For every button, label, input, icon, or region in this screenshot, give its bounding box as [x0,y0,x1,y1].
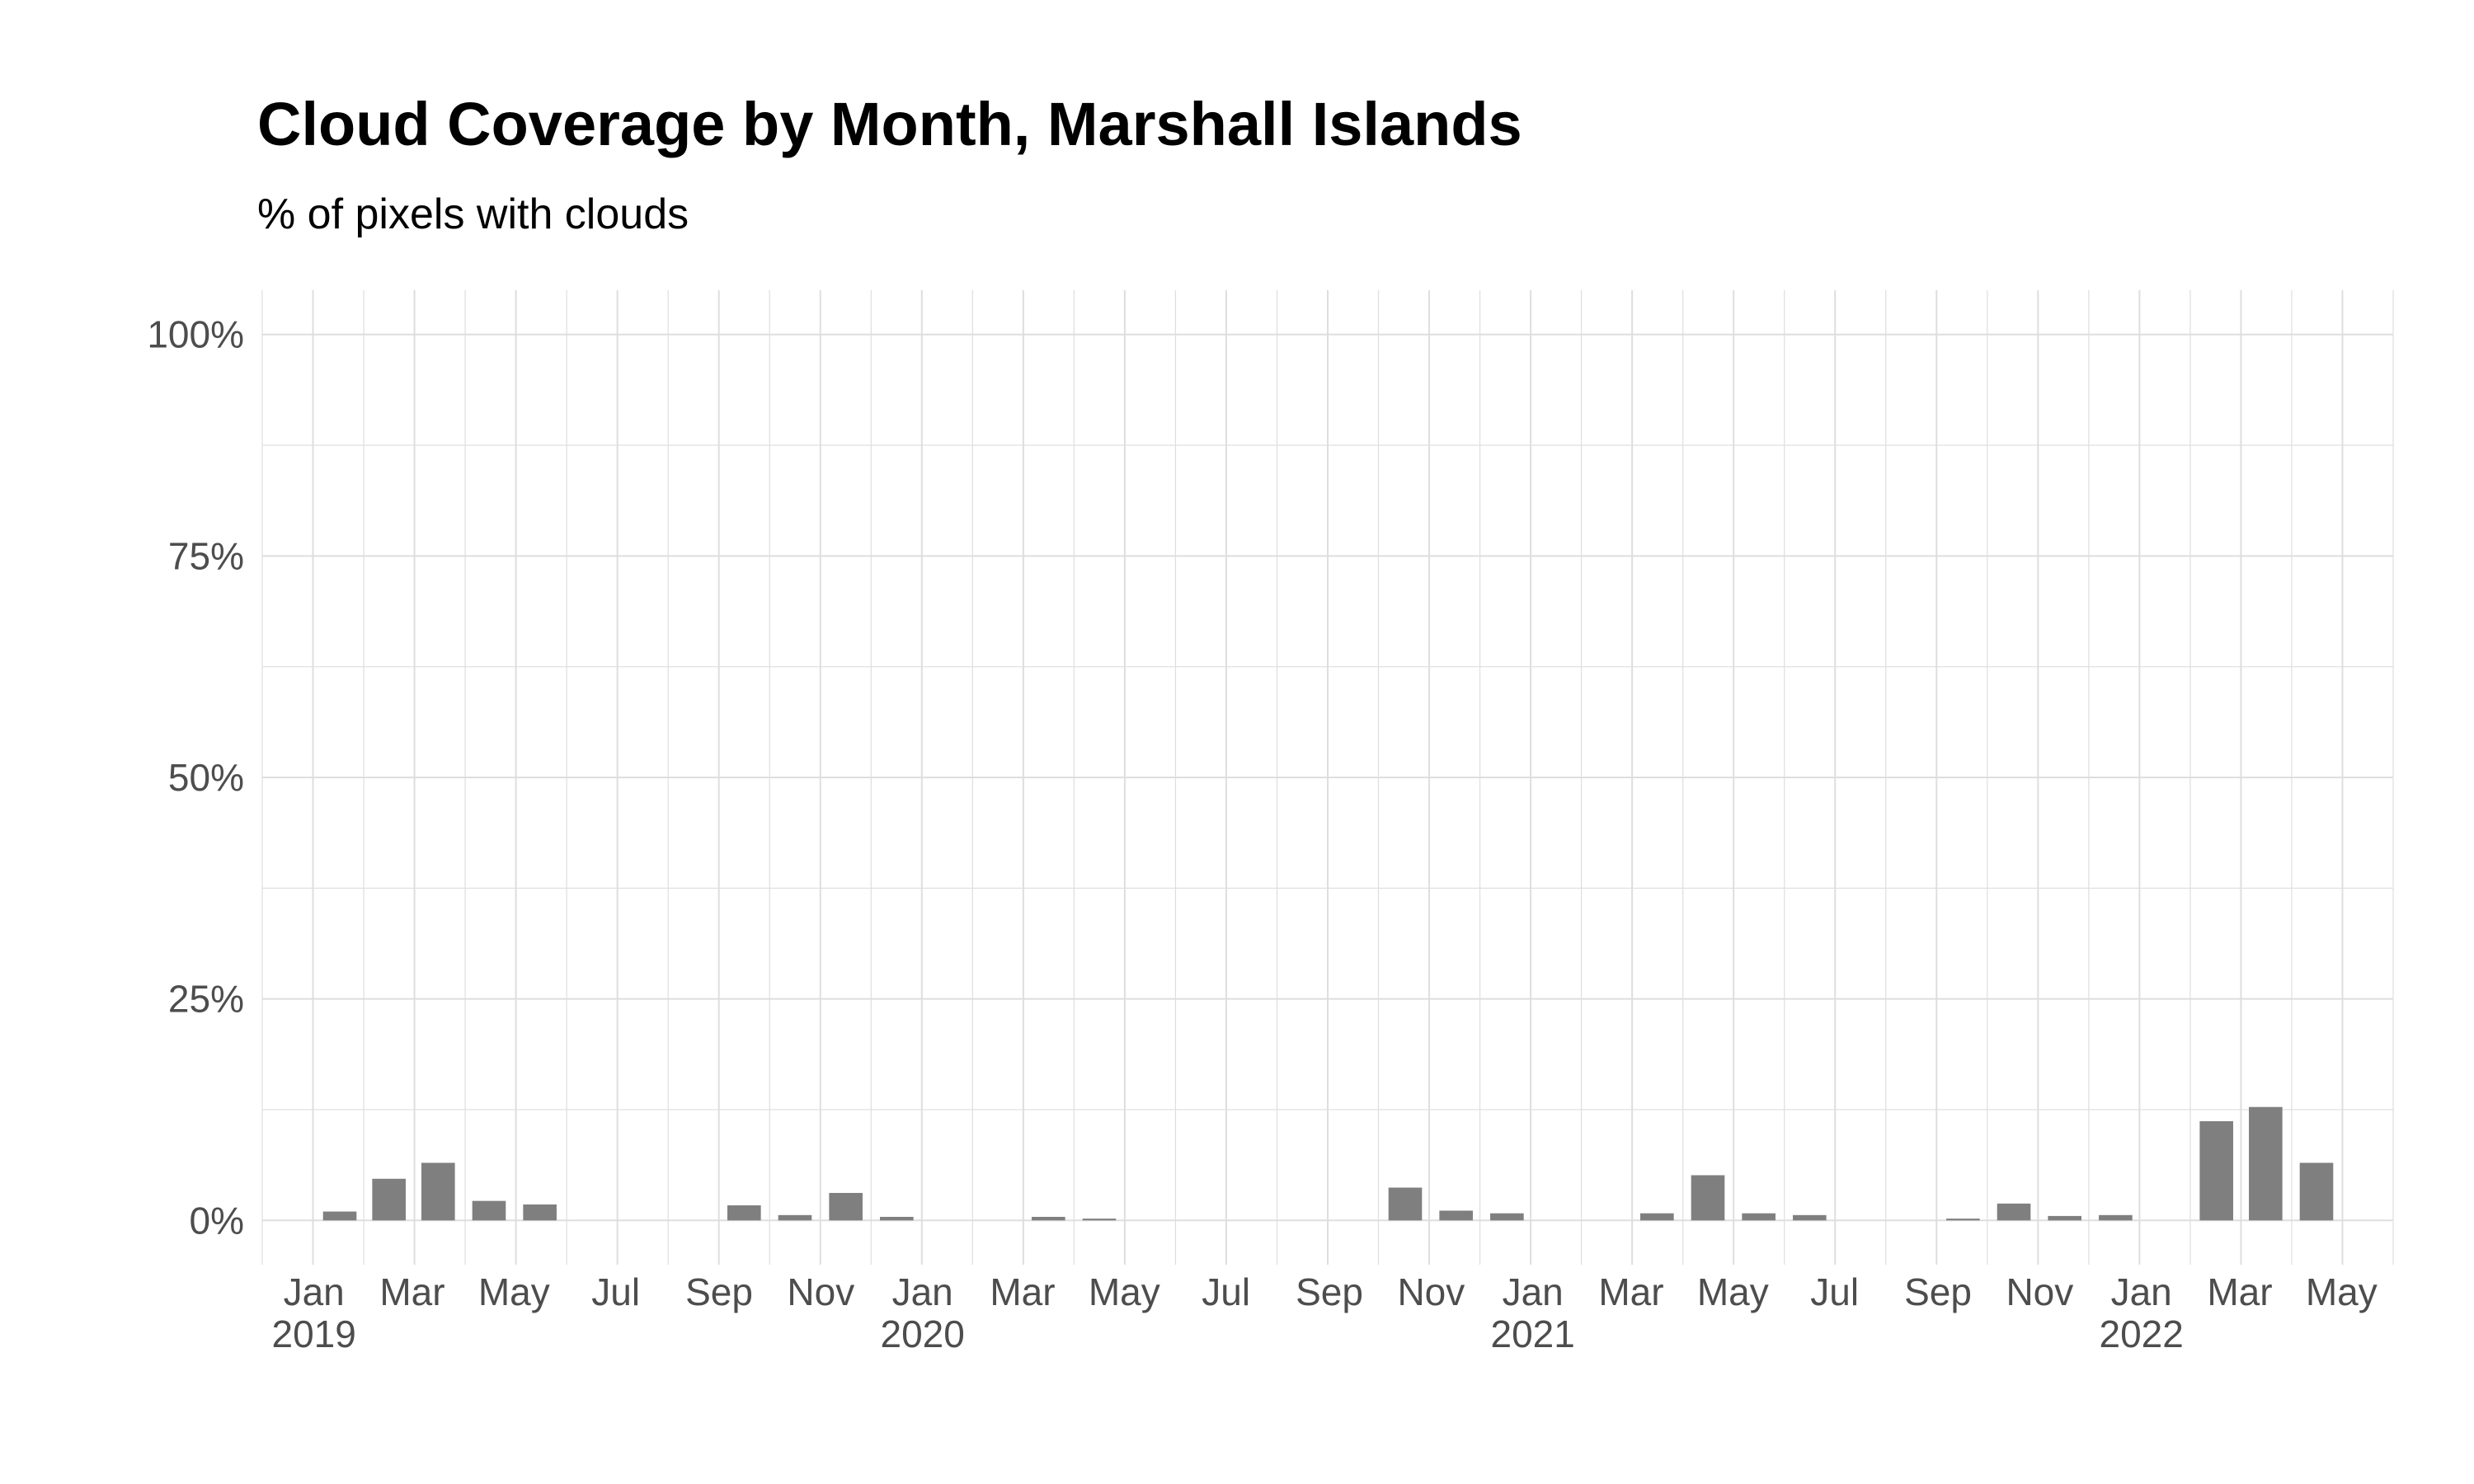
x-tick-month-label: Mar [379,1270,444,1313]
bar [1640,1213,1674,1221]
chart-subtitle: % of pixels with clouds [257,190,689,238]
x-tick-year-label: 2021 [1491,1313,1575,1355]
y-axis-labels: 0% 25% 50% 75% 100% [147,313,244,1242]
x-tick-month-label: Jan [2111,1270,2172,1313]
x-tick-year-label: 2019 [272,1313,356,1355]
y-tick-label: 50% [168,756,244,799]
bar [727,1205,761,1221]
bar [372,1178,406,1221]
bar [880,1216,914,1221]
major-gridlines [262,290,2393,1265]
x-tick-month-label: Jul [591,1270,640,1313]
x-tick-month-label: May [1697,1270,1769,1313]
bar [1490,1213,1524,1221]
bar [1439,1210,1473,1221]
bar [1793,1214,1827,1221]
x-tick-month-label: May [478,1270,550,1313]
x-tick-month-label: Jul [1810,1270,1859,1313]
x-tick-month-label: Jan [1503,1270,1564,1313]
x-tick-month-label: Jan [284,1270,345,1313]
bar [472,1200,506,1221]
bar [829,1192,863,1221]
x-tick-year-label: 2022 [2100,1313,2184,1355]
y-tick-label: 0% [190,1199,244,1242]
x-tick-month-label: Mar [990,1270,1055,1313]
bar [2249,1106,2283,1221]
x-tick-month-label: Nov [1397,1270,1465,1313]
bar [778,1214,812,1221]
bars [322,1106,2334,1221]
y-tick-label: 100% [147,313,244,356]
y-tick-label: 75% [168,534,244,577]
x-tick-year-label: 2020 [881,1313,965,1355]
x-tick-month-label: May [1089,1270,1160,1313]
bar [322,1211,357,1221]
chart-title: Cloud Coverage by Month, Marshall Island… [257,90,1522,158]
x-tick-month-label: Jan [892,1270,953,1313]
bar [1032,1216,1065,1221]
bar [421,1162,455,1221]
x-tick-month-label: Nov [787,1270,854,1313]
x-tick-month-label: Sep [1296,1270,1363,1313]
x-tick-month-label: Mar [2207,1270,2272,1313]
x-tick-month-label: Nov [2006,1270,2073,1313]
x-tick-month-label: Sep [1904,1270,1972,1313]
bar [2299,1162,2334,1221]
bar [2199,1120,2233,1221]
bar [1742,1213,1776,1221]
x-tick-month-label: Jul [1202,1270,1250,1313]
bar [2048,1215,2081,1221]
bar [1388,1187,1423,1221]
x-tick-month-label: May [2306,1270,2378,1313]
bar [523,1204,557,1221]
x-tick-month-label: Mar [1598,1270,1663,1313]
bar [2099,1214,2133,1221]
bar [1997,1203,2031,1221]
y-tick-label: 25% [168,978,244,1021]
bar [1082,1219,1117,1221]
bar [1946,1219,1980,1221]
x-tick-month-label: Sep [685,1270,753,1313]
bar [1691,1175,1725,1221]
